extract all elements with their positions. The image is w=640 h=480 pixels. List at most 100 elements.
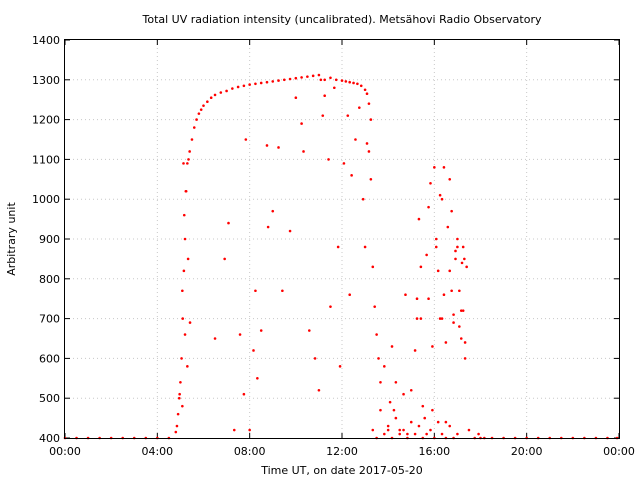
x-tick-label: 08:00 [234, 445, 266, 458]
data-point [417, 217, 421, 221]
data-point [302, 150, 305, 153]
data-point [300, 76, 303, 79]
data-point [394, 380, 398, 384]
data-point [379, 408, 382, 412]
data-point [367, 150, 371, 153]
data-point [242, 392, 246, 396]
data-point [307, 329, 311, 332]
data-point [259, 81, 263, 85]
data-point [452, 313, 455, 316]
data-point [354, 138, 357, 141]
data-point [459, 309, 463, 312]
data-point [338, 365, 342, 368]
data-point [346, 114, 350, 117]
data-point [383, 365, 386, 368]
data-point [427, 205, 430, 209]
data-point [244, 138, 248, 141]
y-tick-label: 500 [39, 392, 60, 405]
data-point [377, 357, 380, 360]
axis-ticks [64, 39, 620, 439]
data-point [436, 420, 440, 424]
data-point [398, 432, 402, 436]
data-point [440, 432, 444, 436]
y-tick-label: 800 [39, 273, 60, 286]
data-point [186, 257, 190, 261]
data-point [467, 428, 471, 432]
data-point [438, 317, 442, 320]
data-point [440, 197, 444, 201]
data-point [181, 289, 184, 293]
data-point [175, 424, 179, 428]
y-tick-label: 900 [39, 233, 60, 246]
data-point [361, 197, 365, 201]
data-point [434, 237, 438, 241]
data-point [223, 257, 226, 261]
x-tick-label: 20:00 [511, 445, 543, 458]
data-point [450, 209, 453, 213]
data-point [184, 189, 188, 193]
data-point [425, 253, 428, 257]
data-point [450, 289, 453, 293]
data-point [359, 84, 363, 88]
data-point [363, 88, 367, 92]
x-tick-label: 12:00 [326, 445, 358, 458]
data-point [392, 408, 396, 412]
data-point [342, 162, 346, 165]
data-point [294, 76, 298, 80]
data-point [367, 102, 371, 105]
data-point [442, 293, 446, 297]
data-point [180, 357, 183, 360]
data-point [415, 317, 419, 320]
data-point [192, 126, 196, 129]
data-point [333, 86, 336, 90]
data-point [461, 245, 465, 249]
data-point [425, 432, 428, 436]
data-point [348, 293, 351, 297]
data-point [188, 150, 191, 153]
data-point [186, 365, 189, 368]
data-point [402, 392, 405, 396]
data-point [188, 321, 192, 324]
data-point [231, 87, 234, 90]
data-point [409, 388, 413, 392]
data-point [329, 76, 332, 80]
data-point [323, 94, 326, 98]
data-point [463, 357, 467, 360]
data-point [383, 432, 386, 436]
data-point [402, 428, 405, 432]
data-point [348, 80, 351, 84]
data-point [419, 265, 423, 269]
chart-title: Total UV radiation intensity (uncalibrat… [142, 13, 542, 26]
data-point [456, 237, 459, 241]
data-point [271, 209, 275, 213]
data-point [369, 178, 373, 181]
data-point [446, 225, 450, 229]
data-point [313, 357, 317, 360]
data-point [334, 78, 338, 82]
data-point [429, 181, 432, 185]
data-point [413, 432, 417, 436]
data-point [178, 392, 181, 396]
data-point [429, 428, 432, 432]
data-point [288, 229, 292, 233]
data-point [458, 289, 461, 293]
data-point [182, 213, 186, 217]
y-tick-label: 1000 [32, 193, 60, 206]
data-point [317, 388, 321, 392]
data-point [438, 193, 442, 197]
data-point [266, 225, 270, 229]
data-point [199, 108, 203, 111]
data-point [436, 269, 440, 273]
y-tick-label: 1400 [32, 34, 60, 47]
y-tick-label: 400 [39, 432, 60, 445]
data-point [187, 158, 190, 161]
data-point [352, 81, 355, 85]
data-point [336, 245, 340, 249]
data-point [206, 100, 209, 103]
data-point [365, 92, 369, 96]
data-point [227, 221, 230, 225]
data-point [232, 428, 236, 432]
data-points [63, 73, 619, 440]
data-point [311, 74, 315, 78]
